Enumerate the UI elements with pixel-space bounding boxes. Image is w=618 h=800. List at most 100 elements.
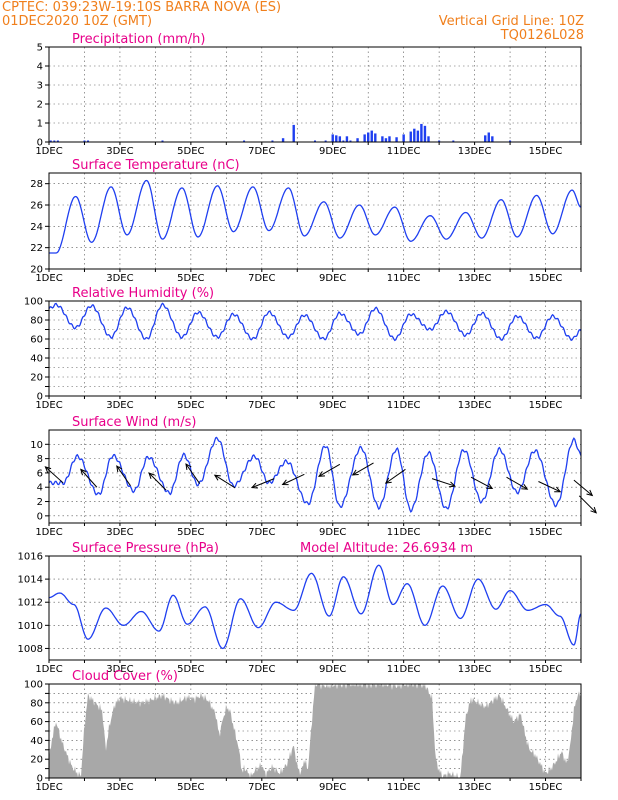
precip-bar	[271, 140, 274, 142]
pressure-title: Surface Pressure (hPa)	[72, 541, 219, 556]
precip-xtick-label: 1DEC	[35, 146, 62, 157]
cloud-xtick-label: 3DEC	[106, 782, 133, 793]
wind-arrow-head	[281, 479, 289, 486]
wind-xtick-label: 9DEC	[319, 527, 346, 538]
wind-arrow	[578, 495, 597, 514]
wind-ytick-label: 4	[37, 483, 43, 494]
precip-xtick-label: 3DEC	[106, 146, 133, 157]
precip-bar	[484, 135, 487, 142]
precip-ytick-label: 0	[37, 138, 43, 149]
wind-arrow-head	[148, 472, 155, 479]
precip-bar	[331, 134, 334, 142]
precip-bar	[491, 136, 494, 142]
wind-arrow-head	[317, 471, 326, 477]
temperature-series-line	[49, 179, 582, 254]
pressure-xtick-label: 11DEC	[387, 664, 421, 675]
wind-arrow	[45, 466, 64, 484]
pressure-ytick-label: 1012	[18, 598, 43, 609]
precip-bar	[56, 140, 59, 142]
wind-arrow-head	[521, 484, 529, 490]
pressure-series-line	[48, 564, 582, 650]
wind-arrow-head	[384, 477, 392, 484]
precip-bar	[487, 132, 490, 142]
cloud-ytick-label: 20	[30, 755, 43, 766]
precip-xtick-label: 11DEC	[387, 146, 421, 157]
humidity-xtick-label: 1DEC	[35, 400, 62, 411]
humidity-ytick-label: 20	[30, 373, 43, 384]
precip-bar	[338, 136, 342, 142]
precip-xtick-label: 5DEC	[177, 146, 204, 157]
wind-title: Surface Wind (m/s)	[72, 415, 196, 430]
precip-bar	[423, 125, 427, 142]
cloud-xtick-label: 13DEC	[458, 782, 492, 793]
wind-arrow	[318, 463, 341, 477]
precip-bar	[452, 140, 455, 142]
humidity-xtick-label: 15DEC	[529, 400, 563, 411]
temperature-ytick-label: 22	[30, 243, 43, 254]
wind-xtick-label: 7DEC	[248, 527, 275, 538]
precip-bar	[342, 140, 345, 142]
wind-arrow	[148, 472, 167, 491]
wind-arrow	[80, 469, 98, 488]
wind-ytick-label: 2	[37, 497, 43, 508]
precip-xtick-label: 9DEC	[319, 146, 346, 157]
precip-bar	[356, 138, 359, 142]
wind-xtick-label: 5DEC	[177, 527, 204, 538]
wind-arrow-head	[448, 481, 456, 488]
wind-xtick-label: 15DEC	[529, 527, 563, 538]
precip-bar	[324, 140, 327, 142]
temperature-ytick-label: 20	[30, 265, 43, 276]
pressure-ytick-label: 1010	[18, 621, 43, 632]
pressure-frame	[48, 555, 582, 661]
wind-arrow-head	[590, 506, 598, 514]
precip-bar	[409, 131, 412, 142]
precip-bar	[413, 128, 416, 142]
wind-arrow-head	[486, 483, 494, 490]
cloud-ytick-label: 0	[37, 774, 43, 785]
humidity-xtick-label: 13DEC	[458, 400, 492, 411]
humidity-series-line	[48, 302, 582, 342]
precip-bar	[374, 133, 377, 142]
wind-arrow	[470, 476, 493, 489]
wind-arrow	[185, 463, 201, 484]
precip-bar	[49, 140, 52, 142]
humidity-ytick-label: 80	[30, 316, 43, 327]
precip-bar	[384, 138, 388, 142]
precip-bar	[438, 140, 441, 142]
cloud-frame	[48, 683, 582, 779]
wind-arrow	[214, 474, 236, 489]
precip-frame	[48, 46, 582, 143]
wind-ytick-label: 6	[37, 468, 43, 479]
cloud-cover-area	[49, 684, 581, 778]
precip-bar	[388, 136, 391, 142]
precip-bar	[381, 136, 384, 142]
temperature-xtick-label: 13DEC	[458, 273, 492, 284]
humidity-ytick-label: 0	[37, 392, 43, 403]
temperature-frame	[48, 172, 582, 270]
wind-xtick-label: 3DEC	[106, 527, 133, 538]
wind-frame	[48, 429, 582, 524]
wind-arrow	[385, 468, 406, 484]
humidity-xtick-label: 7DEC	[248, 400, 275, 411]
precip-bar	[53, 140, 56, 142]
wind-xtick-label: 13DEC	[458, 527, 492, 538]
pressure-xtick-label: 1DEC	[35, 664, 62, 675]
pressure-ytick-label: 1016	[18, 552, 43, 563]
humidity-ytick-label: 60	[30, 335, 43, 346]
precip-bar	[345, 136, 349, 142]
pressure-xtick-label: 5DEC	[177, 664, 204, 675]
precip-xtick-label: 7DEC	[248, 146, 275, 157]
wind-arrow	[282, 473, 305, 485]
cloud-xtick-label: 5DEC	[177, 782, 204, 793]
wind-arrow	[116, 465, 131, 487]
wind-ytick-label: 8	[37, 454, 43, 465]
precip-bar	[349, 140, 352, 142]
precip-bar	[335, 135, 338, 142]
wind-xtick-label: 1DEC	[35, 527, 62, 538]
precip-ytick-label: 5	[37, 43, 43, 54]
humidity-ytick-label: 100	[24, 297, 43, 308]
precip-xtick-label: 13DEC	[458, 146, 492, 157]
precip-ytick-label: 3	[37, 81, 43, 92]
pressure-xtick-label: 7DEC	[248, 664, 275, 675]
humidity-xtick-label: 9DEC	[319, 400, 346, 411]
